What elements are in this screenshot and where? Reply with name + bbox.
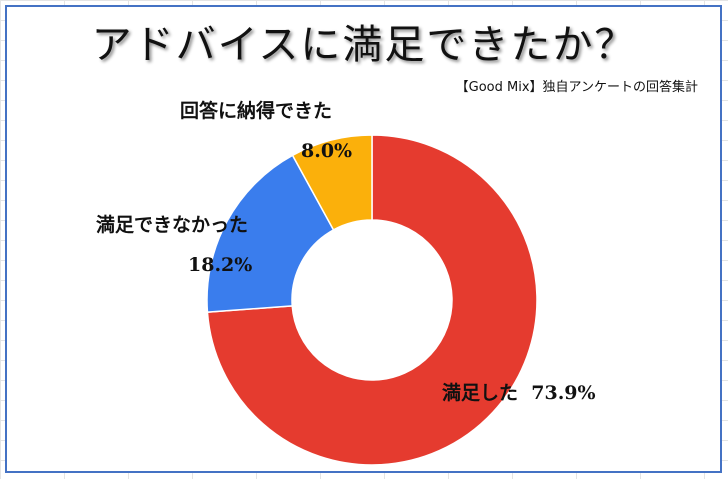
- chart-title: アドバイスに満足できたか？: [91, 22, 637, 68]
- category-label: 満足した: [442, 382, 519, 404]
- category-label-unsatisfied: 満足できなかった: [96, 214, 249, 236]
- category-label-convinced: 回答に納得できた: [180, 100, 333, 122]
- value-label-convinced: 8.0%: [301, 140, 353, 162]
- donut-slice-1: [206, 134, 538, 466]
- donut-slice-2: [206, 154, 335, 313]
- value-label-unsatisfied: 18.2%: [188, 254, 253, 276]
- donut-slice-3: [291, 134, 373, 231]
- label-satisfied: 満足した 73.9%: [442, 378, 596, 405]
- value-label: 73.9%: [531, 382, 596, 404]
- chart-subtitle: 【Good Mix】独自アンケートの回答集計: [455, 80, 698, 95]
